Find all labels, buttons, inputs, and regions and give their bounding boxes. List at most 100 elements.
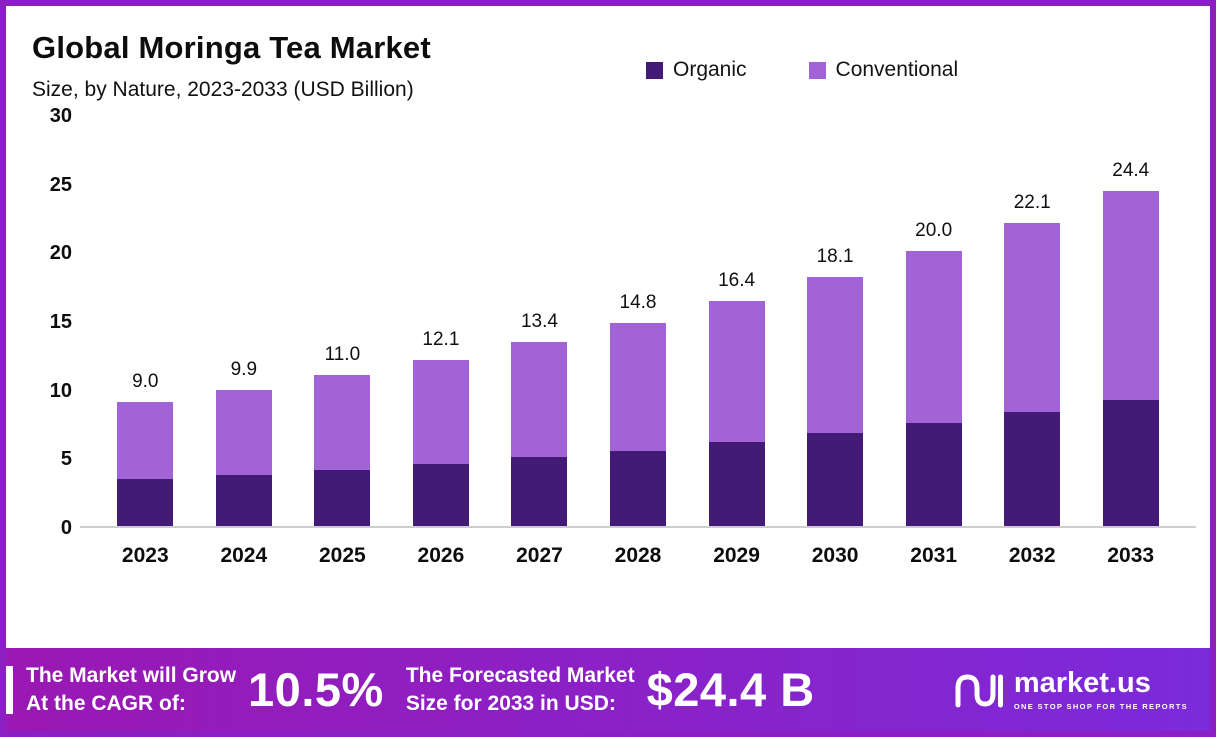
cagr-text-line2: At the CAGR of: (26, 691, 186, 715)
bar-total-label: 9.0 (132, 371, 159, 393)
legend-label-organic: Organic (673, 58, 747, 81)
bar-segment-organic (511, 457, 568, 526)
forecast-text: The Forecasted Market Size for 2033 in U… (406, 662, 635, 717)
bar-total-label: 22.1 (1013, 191, 1051, 213)
legend-item-conventional: Conventional (808, 58, 958, 82)
bar-segment-conventional (117, 402, 174, 480)
forecast-text-line2: Size for 2033 in USD: (405, 691, 616, 715)
stacked-bar-chart: 0 5 10 15 20 25 30 9.0 2023 9.9 2024 11.0 2025 12.1 2… (6, 105, 1210, 567)
bar-group: 18.1 2030 (786, 116, 885, 567)
bar-total-label: 11.0 (324, 343, 361, 365)
bar-stack (117, 402, 174, 526)
bar-segment-conventional (905, 251, 962, 423)
bar-segment-organic (215, 475, 272, 526)
bar-segment-organic (905, 423, 962, 526)
bar-group: 9.0 2023 (96, 116, 195, 567)
bar-total-label: 12.1 (422, 328, 460, 350)
bar-segment-conventional (215, 390, 272, 476)
x-tick-label: 2026 (417, 544, 465, 567)
cagr-value: 10.5% (248, 663, 384, 716)
bar-segment-conventional (412, 359, 469, 465)
bar-total-label: 9.9 (230, 359, 258, 381)
bar-segment-organic (1004, 412, 1061, 526)
market-us-logo-icon (954, 671, 1004, 709)
bar-group: 22.1 2032 (983, 116, 1082, 567)
x-tick-label: 2027 (516, 544, 563, 567)
bar-segment-conventional (314, 374, 371, 470)
y-tick-label: 15 (49, 311, 72, 333)
bar-segment-conventional (708, 300, 765, 443)
bar-stack (1004, 222, 1061, 526)
page-title: Global Moringa Tea Market (32, 30, 431, 65)
bar-group: 24.4 2033 (1081, 116, 1180, 567)
x-tick-label: 2029 (713, 544, 760, 567)
conventional-swatch (808, 61, 826, 79)
x-tick-label: 2032 (1008, 544, 1056, 567)
y-axis: 0 5 10 15 20 25 30 (16, 105, 80, 539)
bar-total-label: 20.0 (915, 220, 953, 242)
bar-segment-organic (807, 432, 864, 526)
y-tick-label: 20 (49, 242, 72, 265)
bar-segment-conventional (610, 322, 666, 451)
chart-header: Global Moringa Tea Market Size, by Natur… (6, 6, 1210, 102)
bar-segment-organic (314, 469, 371, 526)
bar-segment-organic (708, 442, 765, 526)
bar-stack (905, 251, 962, 526)
organic-swatch (646, 61, 663, 79)
page-subtitle: Size, by Nature, 2023-2033 (USD Billion) (32, 78, 414, 101)
x-tick-label: 2025 (319, 544, 366, 567)
bar-group: 14.8 2028 (589, 116, 688, 567)
bar-segment-organic (117, 479, 174, 526)
bar-stack (807, 277, 864, 526)
bar-group: 12.1 2026 (392, 116, 491, 567)
bar-total-label: 14.8 (619, 291, 657, 313)
bar-total-label: 24.4 (1112, 160, 1150, 182)
bar-group: 13.4 2027 (490, 116, 589, 567)
bar-total-label: 16.4 (718, 269, 756, 291)
brand-name: market.us (1013, 666, 1151, 699)
bar-group: 20.0 2031 (884, 116, 983, 567)
bar-segment-organic (610, 450, 666, 526)
market-us-logo: market.us ONE STOP SHOP FOR THE REPORTS (954, 666, 1188, 711)
cagr-text: The Market will Grow At the CAGR of: (26, 662, 236, 717)
bar-segment-organic (412, 464, 469, 526)
x-tick-label: 2028 (614, 544, 662, 567)
x-tick-label: 2030 (811, 544, 859, 567)
legend: Organic Conventional (646, 58, 958, 82)
bar-segment-conventional (1004, 222, 1061, 412)
x-tick-label: 2031 (910, 544, 957, 567)
bar-stack (314, 374, 371, 526)
plot-area: 9.0 2023 9.9 2024 11.0 2025 12.1 2026 13.4 2027 14… (80, 116, 1196, 567)
x-tick-label: 2024 (220, 544, 268, 567)
bar-group: 11.0 2025 (293, 116, 392, 567)
brand-tagline: ONE STOP SHOP FOR THE REPORTS (1013, 701, 1188, 711)
bar-group: 16.4 2029 (687, 116, 786, 567)
legend-item-organic: Organic (646, 58, 747, 82)
forecast-text-line1: The Forecasted Market (405, 664, 635, 688)
x-tick-label: 2023 (121, 544, 169, 567)
bar-stack (1102, 191, 1159, 526)
bar-total-label: 13.4 (520, 310, 558, 332)
bar-segment-conventional (1102, 191, 1159, 400)
bar-stack (215, 390, 272, 526)
brand-text: market.us ONE STOP SHOP FOR THE REPORTS (1013, 666, 1188, 711)
bar-total-label: 18.1 (816, 246, 854, 268)
bar-segment-organic (1102, 399, 1159, 526)
y-tick-label: 10 (49, 379, 72, 402)
bar-group: 9.9 2024 (195, 116, 294, 567)
y-tick-label: 5 (60, 448, 72, 471)
y-tick-label: 25 (49, 173, 72, 196)
bar-stack (708, 300, 765, 526)
y-tick-label: 0 (60, 517, 72, 539)
bar-stack (511, 341, 568, 526)
bar-segment-conventional (807, 277, 864, 433)
footer-banner: The Market will Grow At the CAGR of: 10.… (6, 648, 1210, 731)
bar-segment-conventional (511, 341, 568, 458)
cagr-text-line1: The Market will Grow (26, 664, 237, 688)
x-tick-label: 2033 (1107, 544, 1155, 567)
banner-accent-bar (6, 665, 13, 714)
forecast-value: $24.4 B (646, 663, 815, 716)
bar-stack (610, 322, 666, 526)
y-tick-label: 30 (49, 105, 72, 127)
